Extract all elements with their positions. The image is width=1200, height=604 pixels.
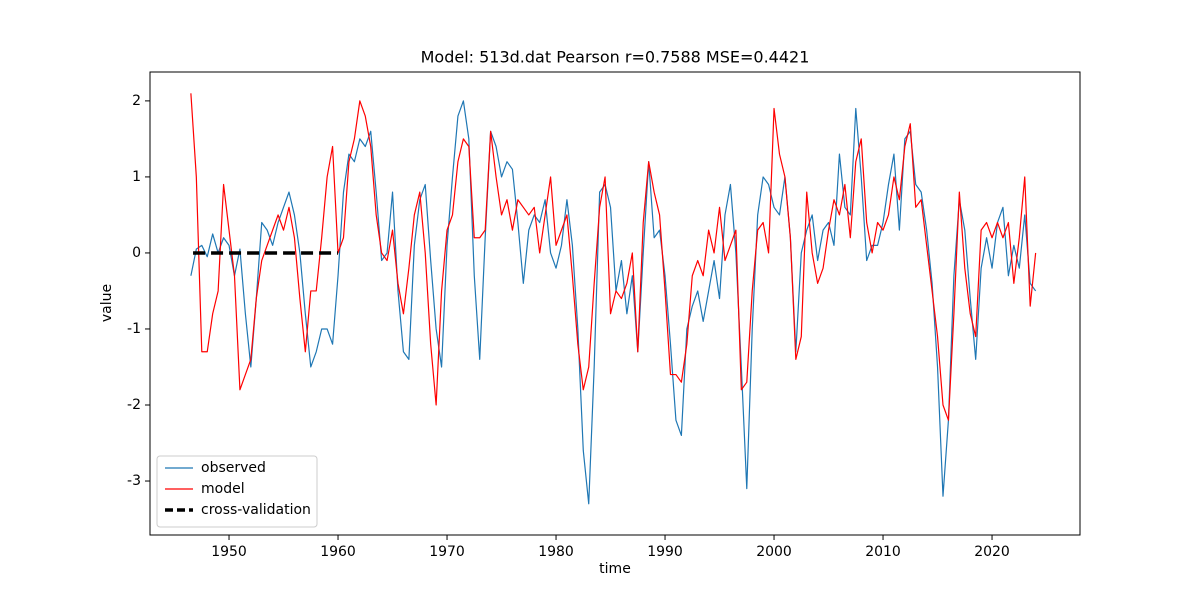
x-tick-label: 1950: [211, 544, 247, 560]
x-tick-label: 1980: [538, 544, 574, 560]
series-line: [190, 93, 1037, 421]
x-tick-label: 1990: [647, 544, 683, 560]
x-tick-label: 2010: [865, 544, 901, 560]
plot-frame: [149, 71, 1081, 536]
x-tick-label: 2020: [974, 544, 1010, 560]
chart-title: Model: 513d.dat Pearson r=0.7588 MSE=0.4…: [421, 48, 810, 67]
y-tick-label: -1: [127, 321, 141, 337]
legend-box: [156, 455, 318, 528]
y-tick-label: -3: [127, 473, 141, 489]
legend-label: cross-validation: [201, 502, 311, 518]
x-tick-label: 1970: [429, 544, 465, 560]
x-axis-label: time: [599, 561, 631, 577]
x-tick-label: 2000: [756, 544, 792, 560]
y-tick-label: 0: [132, 245, 141, 261]
y-tick-label: -2: [127, 397, 141, 413]
series-line: [190, 100, 1037, 505]
legend-label: model: [201, 481, 245, 497]
legend-label: observed: [201, 460, 266, 476]
y-tick-label: 1: [132, 169, 141, 185]
y-axis-label: value: [99, 284, 115, 322]
x-tick-label: 1960: [320, 544, 356, 560]
y-tick-label: 2: [132, 93, 141, 109]
